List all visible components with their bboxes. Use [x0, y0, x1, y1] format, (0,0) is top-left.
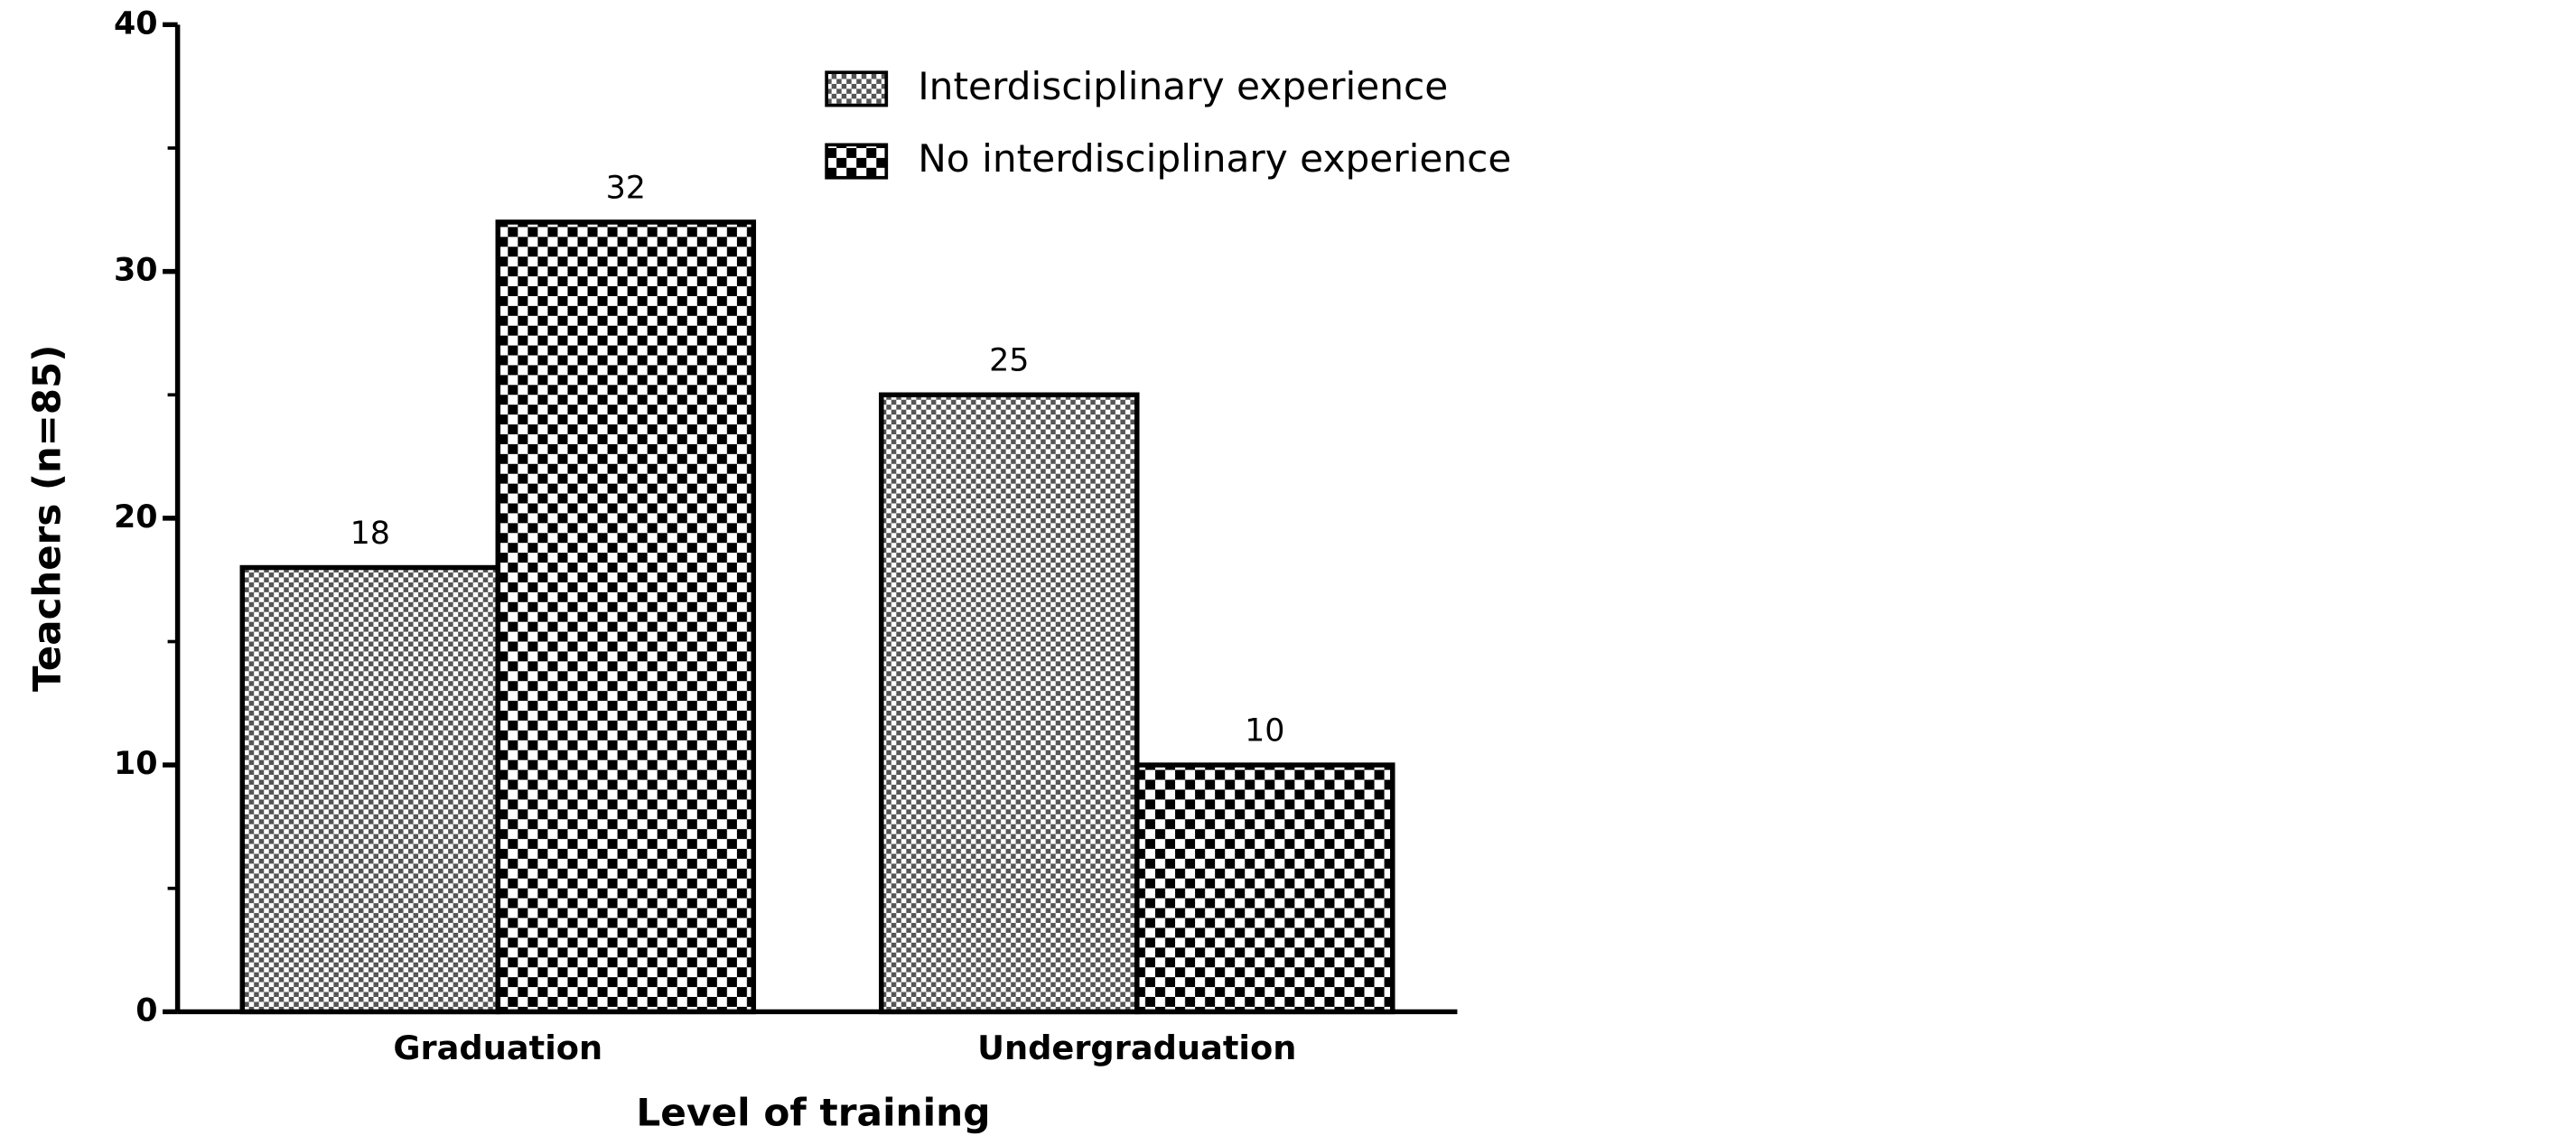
- y-axis-label: Teachers (n=85): [25, 345, 70, 693]
- legend-swatch: [825, 143, 889, 180]
- y-tick-label: 20: [114, 499, 158, 535]
- y-tick-label: 0: [135, 993, 157, 1029]
- bar: [239, 564, 501, 1015]
- value-label: 18: [350, 516, 390, 552]
- y-tick-label: 30: [114, 253, 158, 289]
- legend-label: No interdisciplinary experience: [918, 136, 1511, 181]
- y-tick-label: 40: [114, 5, 158, 42]
- bar: [495, 219, 757, 1015]
- value-label: 10: [1245, 713, 1284, 749]
- value-label: 32: [606, 171, 646, 207]
- bar: [879, 392, 1140, 1015]
- legend-swatch: [825, 70, 889, 107]
- bar: [1134, 762, 1395, 1015]
- legend-label: Interdisciplinary experience: [918, 64, 1448, 108]
- x-tick-label: Undergraduation: [977, 1029, 1296, 1067]
- y-tick-label: 10: [114, 746, 158, 782]
- value-label: 25: [989, 343, 1029, 379]
- x-axis-label: Level of training: [636, 1091, 990, 1135]
- x-tick-label: Graduation: [393, 1029, 602, 1067]
